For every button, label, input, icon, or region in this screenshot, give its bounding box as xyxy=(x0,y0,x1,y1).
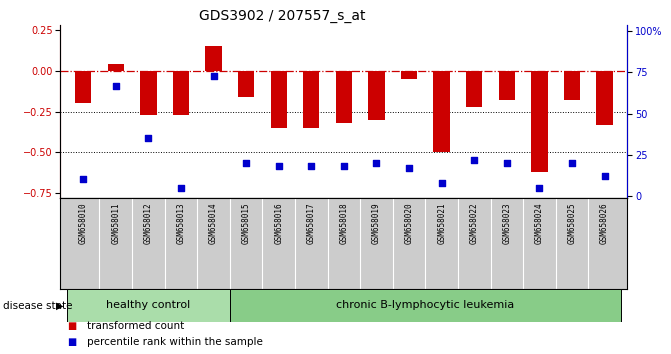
Bar xyxy=(107,64,124,70)
Point xyxy=(599,173,610,179)
Text: percentile rank within the sample: percentile rank within the sample xyxy=(87,337,263,347)
Text: GSM658022: GSM658022 xyxy=(470,203,478,244)
Point xyxy=(436,180,447,185)
Bar xyxy=(336,70,352,123)
Point xyxy=(339,163,350,169)
Text: GSM658021: GSM658021 xyxy=(437,203,446,244)
Point xyxy=(566,160,577,166)
Text: GSM658010: GSM658010 xyxy=(79,203,88,244)
Point xyxy=(306,163,317,169)
Text: GSM658026: GSM658026 xyxy=(600,203,609,244)
Bar xyxy=(564,70,580,100)
Text: GSM658020: GSM658020 xyxy=(405,203,413,244)
Text: GSM658025: GSM658025 xyxy=(568,203,576,244)
Text: GSM658016: GSM658016 xyxy=(274,203,283,244)
Point xyxy=(241,160,252,166)
Point xyxy=(273,163,284,169)
Point xyxy=(111,83,121,88)
Bar xyxy=(67,289,230,322)
Bar xyxy=(466,70,482,107)
Text: GSM658015: GSM658015 xyxy=(242,203,251,244)
Bar xyxy=(238,70,254,97)
Point xyxy=(501,160,512,166)
Text: disease state: disease state xyxy=(3,301,73,311)
Bar xyxy=(531,70,548,172)
Point xyxy=(176,185,187,190)
Text: GSM658024: GSM658024 xyxy=(535,203,544,244)
Text: GSM658019: GSM658019 xyxy=(372,203,381,244)
Bar xyxy=(499,70,515,100)
Text: GSM658011: GSM658011 xyxy=(111,203,120,244)
Bar xyxy=(205,46,221,70)
Point xyxy=(78,177,89,182)
Bar xyxy=(401,70,417,79)
Text: GSM658023: GSM658023 xyxy=(503,203,511,244)
Text: healthy control: healthy control xyxy=(106,300,191,310)
Text: GSM658012: GSM658012 xyxy=(144,203,153,244)
Bar xyxy=(75,70,91,103)
Point xyxy=(208,73,219,79)
Text: GSM658017: GSM658017 xyxy=(307,203,316,244)
Text: ■: ■ xyxy=(67,321,76,331)
Text: GDS3902 / 207557_s_at: GDS3902 / 207557_s_at xyxy=(199,9,365,23)
Bar xyxy=(270,70,287,128)
Bar xyxy=(368,70,384,120)
Text: chronic B-lymphocytic leukemia: chronic B-lymphocytic leukemia xyxy=(336,300,515,310)
Bar xyxy=(303,70,319,128)
Text: ▶: ▶ xyxy=(56,301,63,311)
Text: GSM658014: GSM658014 xyxy=(209,203,218,244)
Point xyxy=(404,165,415,171)
Text: ■: ■ xyxy=(67,337,76,347)
Point xyxy=(534,185,545,190)
Bar xyxy=(140,70,156,115)
Bar xyxy=(433,70,450,153)
Point xyxy=(143,135,154,141)
Text: GSM658013: GSM658013 xyxy=(176,203,185,244)
Text: GSM658018: GSM658018 xyxy=(340,203,348,244)
Text: transformed count: transformed count xyxy=(87,321,185,331)
Point xyxy=(371,160,382,166)
Bar xyxy=(173,70,189,115)
Bar xyxy=(597,70,613,125)
Point xyxy=(469,157,480,162)
Bar xyxy=(230,289,621,322)
